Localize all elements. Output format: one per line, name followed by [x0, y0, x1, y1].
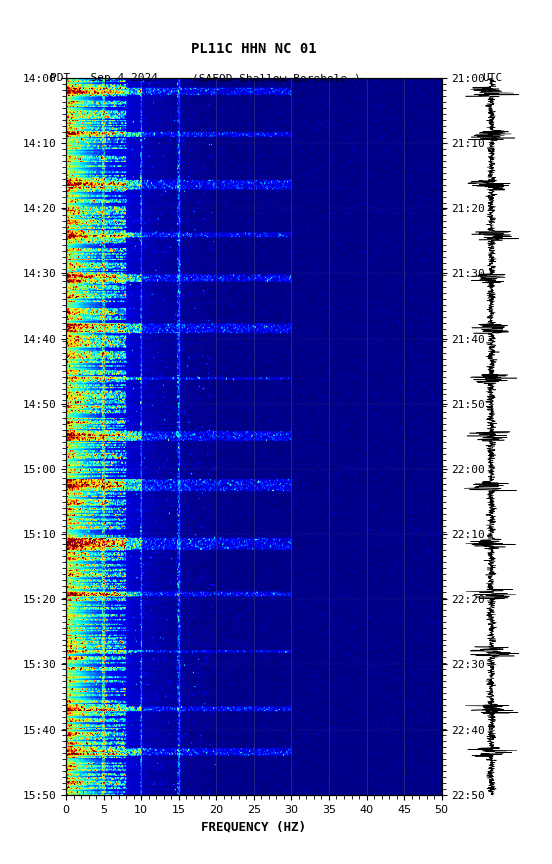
Title: PL11C HHN NC 01: PL11C HHN NC 01 [191, 41, 317, 56]
X-axis label: FREQUENCY (HZ): FREQUENCY (HZ) [201, 820, 306, 833]
Text: UTC: UTC [482, 73, 502, 84]
Text: (SAFOD Shallow Borehole ): (SAFOD Shallow Borehole ) [192, 73, 360, 84]
Text: PDT   Sep 4,2024: PDT Sep 4,2024 [50, 73, 158, 84]
